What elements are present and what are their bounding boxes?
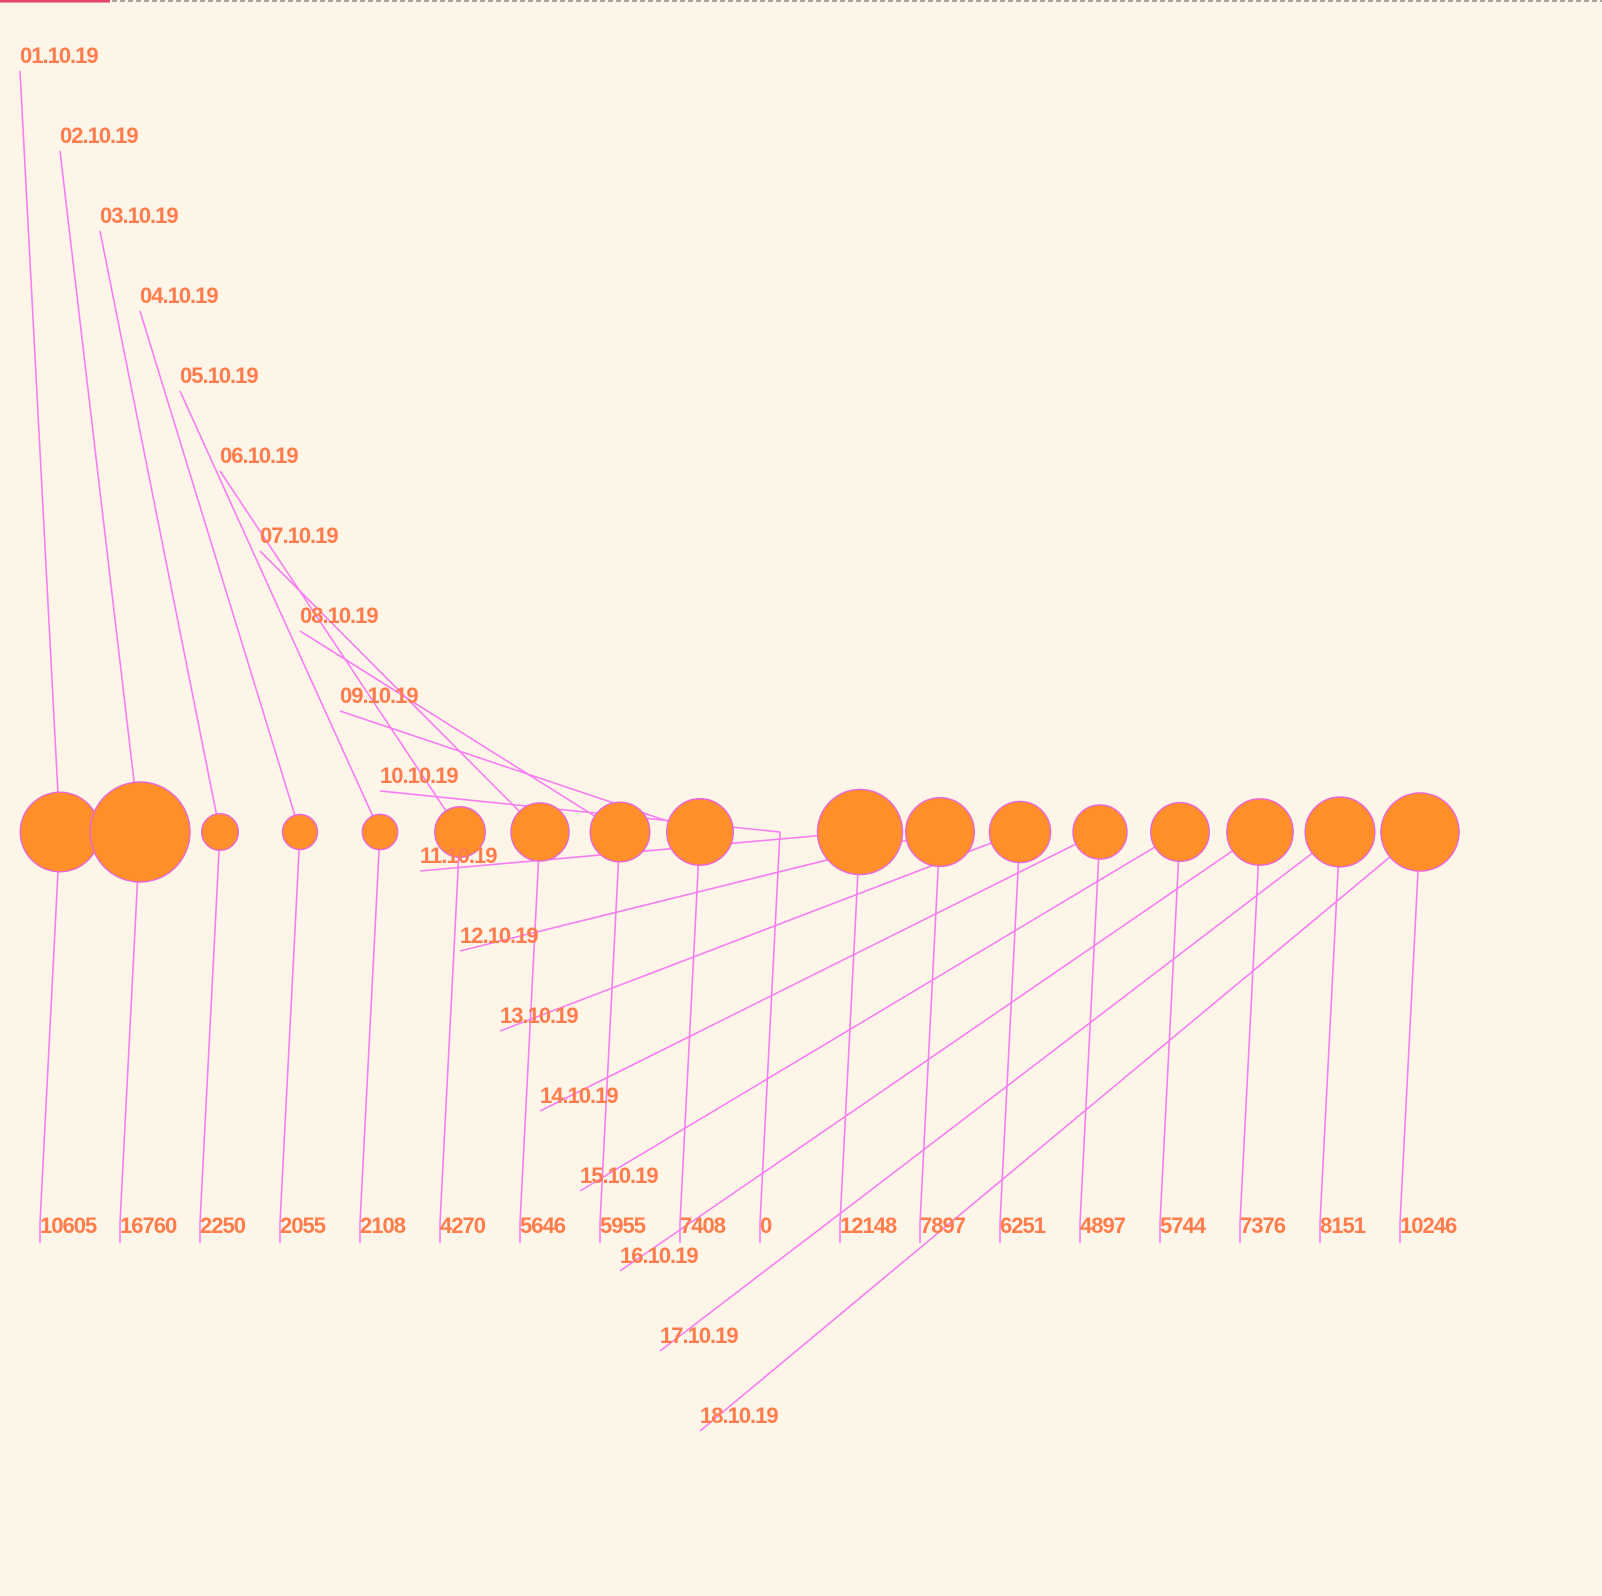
value-connector-line <box>119 831 141 1224</box>
date-connector-line <box>19 70 61 833</box>
bubble <box>19 791 101 873</box>
value-label: 0 <box>760 1213 772 1238</box>
value-label: 12148 <box>840 1213 897 1238</box>
value-label: 5646 <box>520 1213 566 1238</box>
date-label: 12.10.19 <box>460 923 538 948</box>
bubble <box>816 788 904 876</box>
date-label: 11.10.19 <box>420 843 497 868</box>
date-label: 06.10.19 <box>220 443 298 468</box>
value-connector-line <box>359 831 381 1224</box>
date-label: 15.10.19 <box>580 1163 658 1188</box>
date-label: 13.10.19 <box>500 1003 578 1028</box>
date-connector-line <box>579 831 1181 1192</box>
bubbles <box>19 781 1460 883</box>
date-connector-line <box>59 150 141 833</box>
value-connector-line <box>599 831 621 1224</box>
value-label: 2108 <box>360 1213 406 1238</box>
bubble <box>988 800 1052 864</box>
bubble <box>1304 796 1376 868</box>
value-connector-line <box>919 831 941 1224</box>
value-label: 5955 <box>600 1213 646 1238</box>
value-label: 10605 <box>40 1213 97 1238</box>
date-connector-line <box>139 310 301 833</box>
value-connector-line <box>439 831 461 1224</box>
value-label: 2055 <box>280 1213 326 1238</box>
bubble <box>89 781 191 883</box>
value-connector-line <box>199 831 221 1224</box>
value-label: 2250 <box>200 1213 246 1238</box>
date-label: 18.10.19 <box>700 1403 778 1428</box>
value-connector-line <box>1239 831 1261 1224</box>
date-connector-line <box>259 550 541 833</box>
bubble <box>361 813 399 851</box>
date-connector-line <box>539 831 1101 1112</box>
value-label: 7408 <box>680 1213 726 1238</box>
date-label: 10.10.19 <box>380 763 458 788</box>
value-connector-line <box>1159 831 1181 1224</box>
value-label: 4897 <box>1080 1213 1126 1238</box>
value-connector-line <box>1319 831 1341 1224</box>
bubble <box>510 802 570 862</box>
value-connector-line <box>39 831 61 1224</box>
date-label: 04.10.19 <box>140 283 218 308</box>
bubble <box>666 798 734 866</box>
value-connector-line <box>999 831 1021 1224</box>
value-label: 7897 <box>920 1213 966 1238</box>
bubble <box>904 796 976 868</box>
value-labels: 10605 16760 2250 2055 2108 4270 5646 5955 7408 0 1… <box>40 1213 1458 1238</box>
date-labels: 01.10.19 02.10.19 03.10.19 04.10.19 05.10.19… <box>20 43 779 1428</box>
date-connector-line <box>659 831 1341 1352</box>
value-label: 6251 <box>1000 1213 1046 1238</box>
date-label: 16.10.19 <box>620 1243 698 1268</box>
value-connector-line <box>279 831 301 1224</box>
value-connector-line <box>839 831 861 1224</box>
value-connector-line <box>759 831 781 1224</box>
date-connector-line <box>219 470 461 833</box>
date-label: 03.10.19 <box>100 203 178 228</box>
date-label: 08.10.19 <box>300 603 378 628</box>
bubble <box>1226 798 1294 866</box>
bubble <box>200 812 240 852</box>
bubble <box>1072 804 1128 860</box>
bubble <box>1150 802 1210 862</box>
date-label: 14.10.19 <box>540 1083 618 1108</box>
value-connector-line <box>519 831 541 1224</box>
value-label: 7376 <box>1240 1213 1286 1238</box>
date-label: 02.10.19 <box>60 123 138 148</box>
date-connector-line <box>699 831 1421 1432</box>
date-connector-line <box>179 390 381 833</box>
date-connector-line <box>619 831 1261 1272</box>
value-label: 16760 <box>120 1213 177 1238</box>
value-label: 5744 <box>1160 1213 1207 1238</box>
value-connector-line <box>1399 831 1421 1224</box>
date-label: 07.10.19 <box>260 523 338 548</box>
value-connector-line <box>679 831 701 1224</box>
date-label: 05.10.19 <box>180 363 258 388</box>
value-label: 4270 <box>440 1213 486 1238</box>
bubble <box>589 801 651 863</box>
date-label: 01.10.19 <box>20 43 98 68</box>
bubble <box>434 806 486 858</box>
value-label: 10246 <box>1400 1213 1457 1238</box>
date-label: 09.10.19 <box>340 683 418 708</box>
date-connector-line <box>299 630 621 833</box>
date-connector-line <box>99 230 221 833</box>
connector-lines <box>19 70 1421 1432</box>
bubble <box>1380 792 1460 872</box>
date-label: 17.10.19 <box>660 1323 738 1348</box>
value-label: 8151 <box>1320 1213 1366 1238</box>
value-connector-line <box>1079 831 1101 1224</box>
bubble <box>281 813 319 851</box>
